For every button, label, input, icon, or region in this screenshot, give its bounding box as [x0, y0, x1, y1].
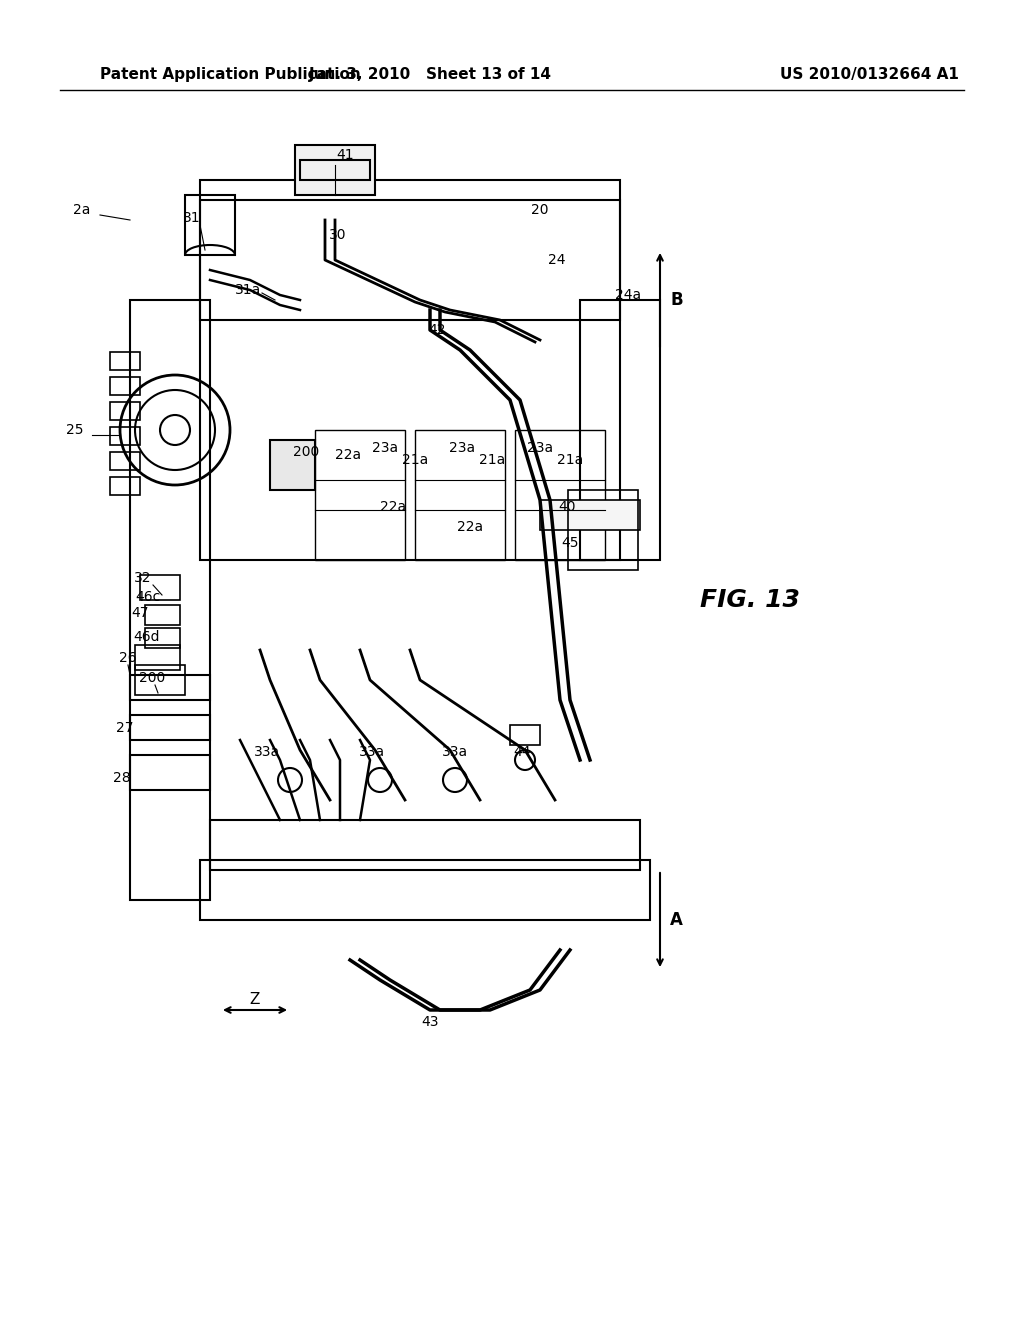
Bar	[295, 145, 375, 195]
Bar	[200, 180, 620, 560]
Bar	[200, 861, 650, 920]
Text: 31a: 31a	[234, 282, 261, 297]
Text: 21a: 21a	[557, 453, 583, 467]
Text: 20: 20	[531, 203, 549, 216]
Bar	[135, 665, 185, 696]
Bar	[130, 755, 210, 789]
Bar	[270, 440, 315, 490]
Bar	[568, 490, 638, 570]
Bar	[130, 675, 210, 700]
Text: US 2010/0132664 A1: US 2010/0132664 A1	[780, 67, 958, 82]
Bar	[110, 403, 140, 420]
Text: 46c: 46c	[135, 590, 161, 605]
Bar	[540, 500, 640, 531]
Text: 28: 28	[114, 771, 131, 785]
Bar	[130, 300, 210, 900]
Text: 22a: 22a	[335, 447, 361, 462]
Bar	[300, 160, 370, 180]
Text: 200: 200	[139, 671, 165, 685]
Text: 25: 25	[67, 422, 84, 437]
Bar	[110, 451, 140, 470]
Text: 30: 30	[330, 228, 347, 242]
Bar	[515, 430, 605, 560]
Text: 21a: 21a	[479, 453, 505, 467]
Text: 24: 24	[548, 253, 565, 267]
Text: 33a: 33a	[442, 744, 468, 759]
Text: 22a: 22a	[380, 500, 407, 513]
Text: 200: 200	[293, 445, 319, 459]
Text: 23a: 23a	[527, 441, 553, 455]
Bar	[110, 352, 140, 370]
Text: 33a: 33a	[359, 744, 385, 759]
Text: 2a: 2a	[74, 203, 91, 216]
Text: FIG. 13: FIG. 13	[700, 587, 800, 612]
Bar	[135, 645, 180, 671]
Text: 22a: 22a	[457, 520, 483, 535]
Text: 44: 44	[513, 744, 530, 759]
Bar	[140, 576, 180, 601]
Text: Patent Application Publication: Patent Application Publication	[100, 67, 360, 82]
Text: 40: 40	[558, 500, 575, 513]
Bar	[185, 195, 234, 255]
Bar	[315, 430, 406, 560]
Bar	[110, 477, 140, 495]
Text: 24a: 24a	[615, 288, 641, 302]
Bar	[210, 820, 640, 870]
Text: 23a: 23a	[449, 441, 475, 455]
Bar	[130, 715, 210, 741]
Text: 23a: 23a	[372, 441, 398, 455]
Bar	[145, 628, 180, 648]
Text: 43: 43	[421, 1015, 438, 1030]
Text: 21a: 21a	[401, 453, 428, 467]
Text: 42: 42	[428, 323, 445, 337]
Text: A: A	[670, 911, 683, 929]
Text: 47: 47	[131, 606, 148, 620]
Bar	[110, 426, 140, 445]
Bar	[415, 430, 505, 560]
Text: Jun. 3, 2010   Sheet 13 of 14: Jun. 3, 2010 Sheet 13 of 14	[308, 67, 552, 82]
Text: 27: 27	[117, 721, 134, 735]
Bar	[510, 725, 540, 744]
Text: 33a: 33a	[254, 744, 280, 759]
Text: 41: 41	[336, 148, 354, 162]
Text: 26: 26	[119, 651, 137, 665]
Bar	[580, 300, 660, 560]
Text: B: B	[670, 290, 683, 309]
Text: 32: 32	[134, 572, 152, 585]
Bar	[200, 201, 620, 319]
Text: 31: 31	[183, 211, 201, 224]
Text: 46d: 46d	[134, 630, 160, 644]
Text: Z: Z	[250, 993, 260, 1007]
Bar	[145, 605, 180, 624]
Text: 45: 45	[561, 536, 579, 550]
Bar	[110, 378, 140, 395]
